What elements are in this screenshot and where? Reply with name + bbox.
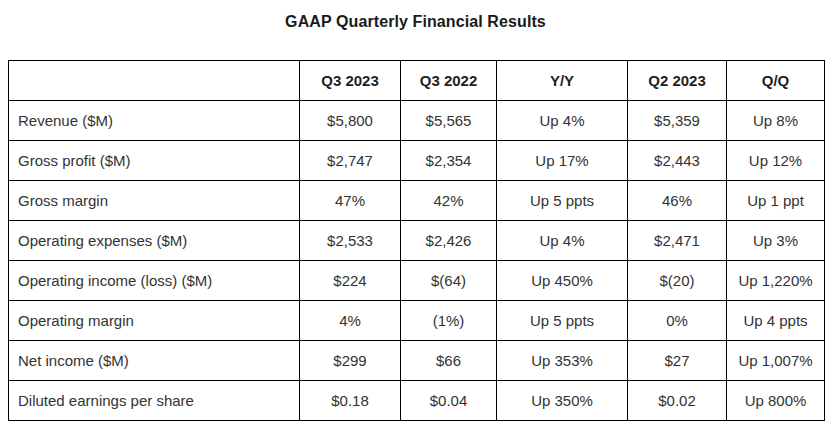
cell-value: $2,443 bbox=[628, 141, 727, 181]
cell-value: Up 5 ppts bbox=[497, 301, 628, 341]
header-cell-q2-2023: Q2 2023 bbox=[628, 61, 727, 101]
cell-value: Up 353% bbox=[497, 341, 628, 381]
table-row-net-income: Net income ($M) $299 $66 Up 353% $27 Up … bbox=[9, 341, 825, 381]
cell-value: 47% bbox=[300, 181, 401, 221]
cell-value: $2,426 bbox=[401, 221, 497, 261]
cell-value: $2,471 bbox=[628, 221, 727, 261]
cell-value: 46% bbox=[628, 181, 727, 221]
cell-value: Up 8% bbox=[727, 101, 825, 141]
header-cell-empty bbox=[9, 61, 300, 101]
cell-value: Up 4 ppts bbox=[727, 301, 825, 341]
cell-value: $0.02 bbox=[628, 381, 727, 421]
cell-value: $2,533 bbox=[300, 221, 401, 261]
cell-value: Up 5 ppts bbox=[497, 181, 628, 221]
cell-value: Up 4% bbox=[497, 101, 628, 141]
cell-value: $2,747 bbox=[300, 141, 401, 181]
cell-value: Up 1,007% bbox=[727, 341, 825, 381]
cell-value: Up 12% bbox=[727, 141, 825, 181]
cell-value: Up 450% bbox=[497, 261, 628, 301]
row-label: Operating expenses ($M) bbox=[9, 221, 300, 261]
table-row-gross-margin: Gross margin 47% 42% Up 5 ppts 46% Up 1 … bbox=[9, 181, 825, 221]
row-label: Diluted earnings per share bbox=[9, 381, 300, 421]
cell-value: $27 bbox=[628, 341, 727, 381]
header-cell-qq: Q/Q bbox=[727, 61, 825, 101]
cell-value: 4% bbox=[300, 301, 401, 341]
cell-value: Up 4% bbox=[497, 221, 628, 261]
table-row-operating-income: Operating income (loss) ($M) $224 $(64) … bbox=[9, 261, 825, 301]
cell-value: $(64) bbox=[401, 261, 497, 301]
header-cell-yy: Y/Y bbox=[497, 61, 628, 101]
cell-value: $66 bbox=[401, 341, 497, 381]
row-label: Net income ($M) bbox=[9, 341, 300, 381]
row-label: Gross margin bbox=[9, 181, 300, 221]
cell-value: 0% bbox=[628, 301, 727, 341]
cell-value: $2,354 bbox=[401, 141, 497, 181]
table-row-diluted-eps: Diluted earnings per share $0.18 $0.04 U… bbox=[9, 381, 825, 421]
table-row-operating-margin: Operating margin 4% (1%) Up 5 ppts 0% Up… bbox=[9, 301, 825, 341]
row-label: Revenue ($M) bbox=[9, 101, 300, 141]
header-cell-q3-2022: Q3 2022 bbox=[401, 61, 497, 101]
cell-value: Up 1,220% bbox=[727, 261, 825, 301]
cell-value: $0.18 bbox=[300, 381, 401, 421]
cell-value: $5,565 bbox=[401, 101, 497, 141]
cell-value: $5,359 bbox=[628, 101, 727, 141]
row-label: Operating income (loss) ($M) bbox=[9, 261, 300, 301]
row-label: Operating margin bbox=[9, 301, 300, 341]
cell-value: 42% bbox=[401, 181, 497, 221]
page-title: GAAP Quarterly Financial Results bbox=[0, 13, 831, 31]
table-header-row: Q3 2023 Q3 2022 Y/Y Q2 2023 Q/Q bbox=[9, 61, 825, 101]
cell-value: $0.04 bbox=[401, 381, 497, 421]
cell-value: $5,800 bbox=[300, 101, 401, 141]
table-row-revenue: Revenue ($M) $5,800 $5,565 Up 4% $5,359 … bbox=[9, 101, 825, 141]
cell-value: Up 800% bbox=[727, 381, 825, 421]
cell-value: $299 bbox=[300, 341, 401, 381]
row-label: Gross profit ($M) bbox=[9, 141, 300, 181]
cell-value: Up 3% bbox=[727, 221, 825, 261]
cell-value: Up 1 ppt bbox=[727, 181, 825, 221]
financial-results-table: Q3 2023 Q3 2022 Y/Y Q2 2023 Q/Q Revenue … bbox=[8, 60, 825, 421]
header-cell-q3-2023: Q3 2023 bbox=[300, 61, 401, 101]
cell-value: Up 17% bbox=[497, 141, 628, 181]
cell-value: $(20) bbox=[628, 261, 727, 301]
cell-value: $224 bbox=[300, 261, 401, 301]
cell-value: Up 350% bbox=[497, 381, 628, 421]
table-row-gross-profit: Gross profit ($M) $2,747 $2,354 Up 17% $… bbox=[9, 141, 825, 181]
cell-value: (1%) bbox=[401, 301, 497, 341]
table-row-operating-expenses: Operating expenses ($M) $2,533 $2,426 Up… bbox=[9, 221, 825, 261]
